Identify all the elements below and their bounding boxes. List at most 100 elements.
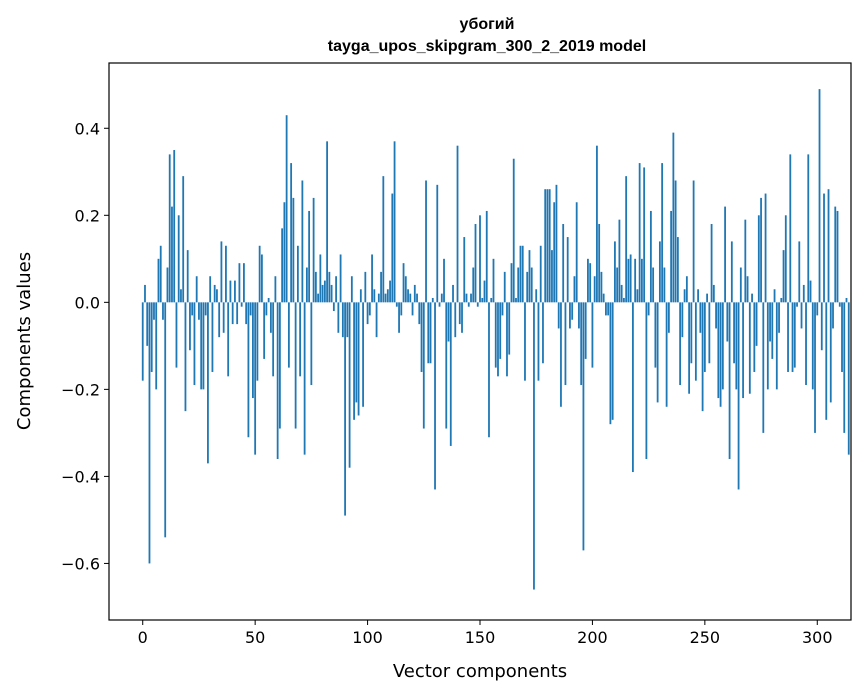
bar: [573, 276, 576, 303]
bar: [150, 302, 153, 372]
bar: [186, 250, 189, 303]
bar: [751, 293, 753, 303]
bar: [607, 302, 610, 316]
bar: [490, 297, 493, 303]
bar: [443, 258, 445, 303]
bar: [294, 302, 297, 429]
bar: [634, 258, 637, 303]
bar: [575, 202, 578, 303]
bar: [589, 263, 592, 303]
bar: [254, 302, 257, 455]
bar: [485, 210, 488, 303]
bar: [787, 302, 789, 372]
bar: [314, 271, 317, 303]
bar: [265, 302, 268, 316]
bar: [811, 302, 814, 390]
bar: [656, 302, 659, 403]
bar: [249, 302, 252, 316]
bar: [827, 189, 830, 303]
bar: [335, 276, 337, 303]
bar: [591, 302, 594, 368]
bar: [706, 293, 708, 303]
bar: [814, 302, 816, 433]
bar: [544, 189, 547, 303]
bar: [609, 302, 612, 425]
bar: [144, 284, 146, 303]
bar: [189, 302, 191, 351]
bar: [773, 289, 776, 303]
bar: [184, 302, 187, 412]
bar: [730, 241, 733, 303]
bar: [243, 263, 245, 303]
bar: [332, 302, 335, 312]
bar: [596, 145, 598, 303]
bar: [416, 293, 418, 303]
bar: [782, 250, 785, 303]
bar: [800, 302, 803, 329]
bar: [319, 254, 322, 303]
bar: [193, 302, 196, 386]
bar: [310, 302, 313, 386]
bar: [690, 302, 693, 364]
bar: [825, 302, 828, 420]
bar: [202, 302, 205, 390]
bar: [384, 293, 387, 303]
bar: [611, 302, 614, 420]
bar: [267, 297, 270, 303]
x-axis: 0 50 100 150 200 250 300: [138, 620, 833, 647]
bar: [766, 302, 769, 390]
bar: [220, 241, 223, 303]
bar: [458, 302, 461, 325]
bar: [391, 193, 394, 303]
y-tick-label: −0.2: [61, 380, 100, 399]
bar: [838, 302, 841, 307]
bar: [737, 302, 740, 490]
bar: [355, 302, 358, 403]
bar: [198, 302, 200, 320]
y-tick-label: 0.2: [75, 206, 100, 225]
bar: [623, 297, 625, 303]
bar: [546, 189, 549, 303]
bar: [234, 280, 236, 303]
bar: [627, 258, 630, 303]
bar: [411, 302, 414, 316]
bar: [353, 302, 355, 420]
bar: [211, 302, 214, 372]
bar: [497, 302, 499, 377]
bar: [373, 289, 376, 303]
bar: [364, 271, 367, 303]
bar: [823, 193, 825, 303]
bar: [157, 258, 160, 303]
bar: [710, 224, 713, 303]
bar: [519, 245, 522, 303]
bar: [380, 271, 382, 303]
bar: [348, 302, 351, 468]
x-tick-label: 0: [138, 628, 148, 647]
bar: [238, 263, 241, 303]
bar: [182, 176, 185, 303]
bar: [366, 302, 369, 325]
bar: [551, 250, 553, 303]
bar: [407, 289, 409, 303]
bar: [510, 263, 513, 303]
bar: [757, 215, 760, 303]
bar: [598, 224, 601, 303]
bar: [434, 302, 436, 490]
bar: [285, 115, 288, 303]
bar: [614, 241, 616, 303]
bar: [679, 302, 682, 386]
bar: [672, 132, 675, 303]
x-tick-label: 300: [802, 628, 833, 647]
bar: [685, 276, 688, 303]
bar: [517, 267, 520, 303]
bar: [162, 302, 164, 320]
bar: [427, 302, 430, 364]
bar: [467, 302, 470, 307]
bar: [296, 245, 299, 303]
bar: [153, 302, 155, 320]
bar: [465, 293, 468, 303]
bar: [321, 284, 324, 303]
bar: [492, 258, 495, 303]
bar: [569, 302, 571, 329]
bar: [739, 267, 742, 303]
